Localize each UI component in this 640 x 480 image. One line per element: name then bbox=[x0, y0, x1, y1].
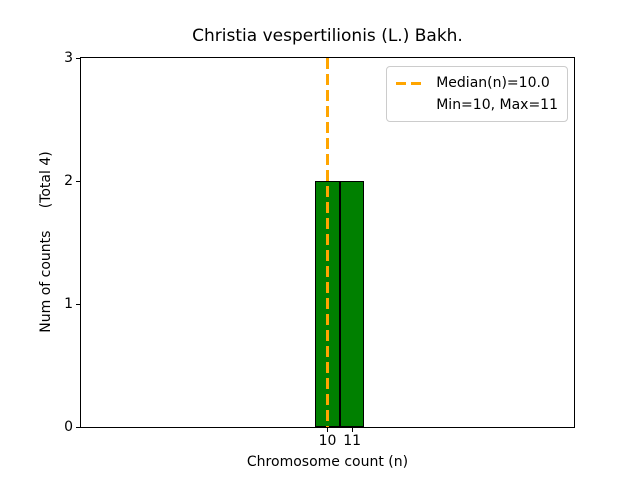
legend-label: Min=10, Max=11 bbox=[436, 97, 558, 113]
chart-title: Christia vespertilionis (L.) Bakh. bbox=[192, 26, 463, 46]
median-dashed-line-icon bbox=[396, 81, 427, 85]
y-tick-label: 2 bbox=[64, 173, 73, 189]
legend-row: Min=10, Max=11 bbox=[396, 94, 558, 116]
y-tick-label: 1 bbox=[64, 296, 73, 312]
x-tick-label: 10 bbox=[318, 433, 337, 449]
x-tick-mark bbox=[351, 428, 353, 432]
x-axis-label: Chromosome count (n) bbox=[246, 454, 409, 470]
y-tick-mark bbox=[76, 57, 80, 59]
legend-label: Median(n)=10.0 bbox=[436, 75, 550, 91]
y-tick-label: 0 bbox=[64, 419, 73, 435]
x-tick-mark bbox=[327, 428, 328, 432]
legend-row: Median(n)=10.0 bbox=[396, 72, 558, 94]
x-tick-label: 11 bbox=[343, 433, 362, 449]
legend: Median(n)=10.0 Min=10, Max=11 bbox=[386, 66, 568, 122]
y-tick-mark bbox=[76, 426, 80, 428]
bar-11 bbox=[339, 181, 365, 427]
median-line bbox=[326, 58, 329, 427]
y-tick-label: 3 bbox=[64, 50, 73, 66]
y-tick-mark bbox=[76, 180, 80, 182]
y-tick-mark bbox=[76, 303, 80, 305]
legend-handle-empty bbox=[396, 104, 426, 107]
plot-area: Median(n)=10.0 Min=10, Max=11 bbox=[80, 57, 575, 428]
